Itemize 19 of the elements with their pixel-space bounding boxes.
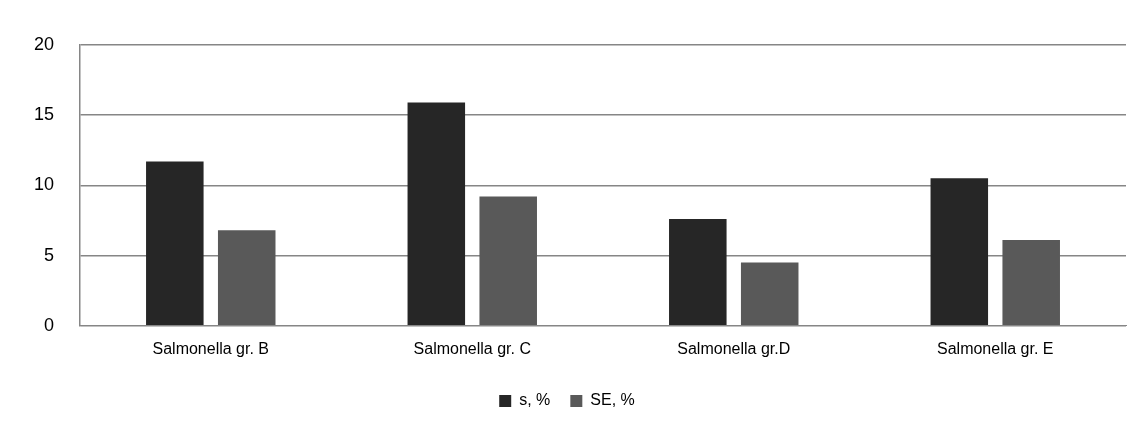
x-tick-label: Salmonella gr. B <box>152 339 270 357</box>
legend-label: s, % <box>519 391 551 409</box>
x-tick-label: Salmonella gr.D <box>677 339 791 357</box>
bar <box>217 230 276 326</box>
bar <box>407 102 466 326</box>
bar <box>1002 240 1060 326</box>
x-tick-label: Salmonella gr. E <box>936 339 1054 357</box>
legend-label: SE, % <box>590 391 635 409</box>
y-tick-label: 10 <box>33 174 55 195</box>
bar <box>740 262 799 326</box>
y-tick-label: 0 <box>44 314 55 335</box>
y-tick-label: 15 <box>33 104 55 125</box>
bar <box>146 161 204 326</box>
x-tick-label: Salmonella gr. C <box>413 339 531 357</box>
bar <box>669 219 727 326</box>
y-tick-label: 5 <box>44 244 55 265</box>
bar <box>479 196 537 326</box>
bar <box>930 178 989 326</box>
y-tick-label: 20 <box>33 33 55 54</box>
